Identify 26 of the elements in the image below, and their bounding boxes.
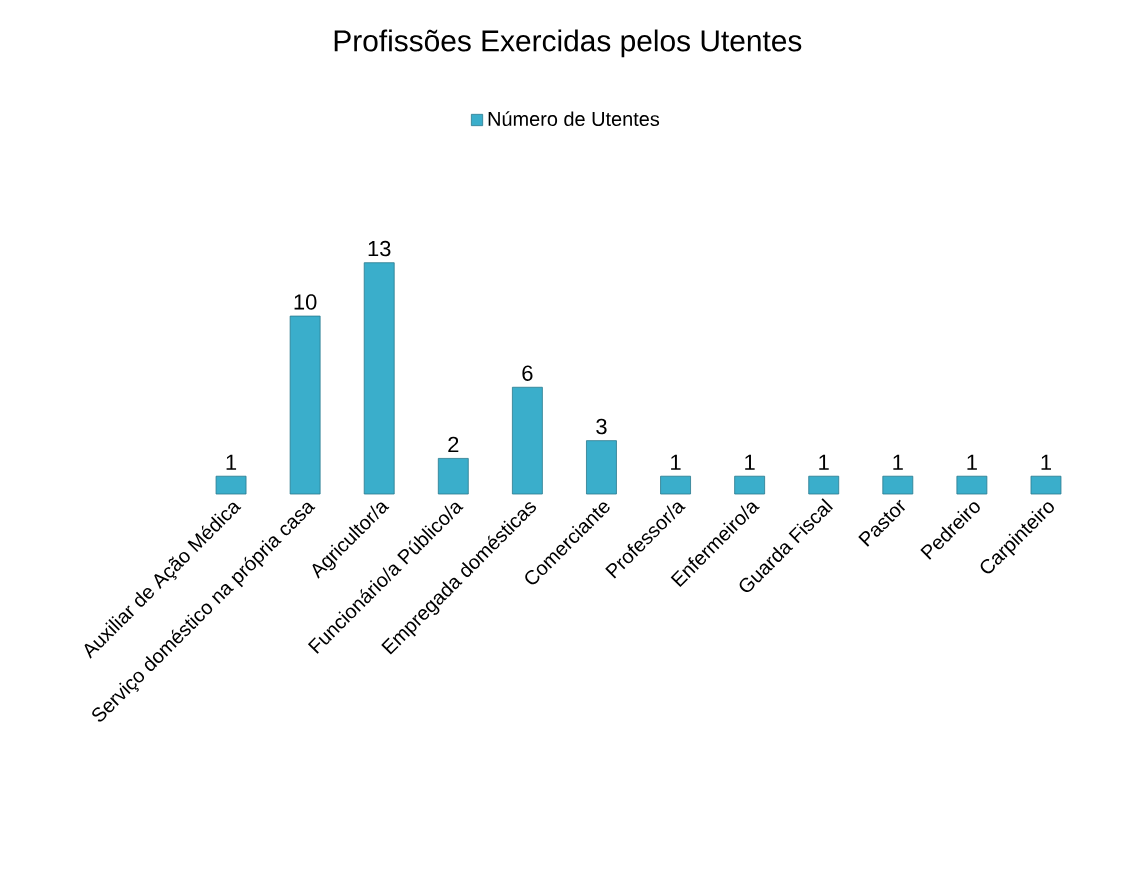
data-label: 3 [596,418,607,435]
data-label: 1 [893,454,903,470]
bar [511,386,543,495]
bar [363,262,395,495]
bar [734,475,766,495]
bar [215,475,247,495]
data-label: 13 [368,240,391,257]
data-label: 10 [294,294,317,310]
bar [808,475,840,495]
data-label: 1 [1041,454,1051,470]
legend-label: Número de Utentes [488,111,660,127]
bar [882,475,914,495]
bar [956,475,988,495]
bar [437,458,469,495]
bar [586,440,617,495]
chart-title: Profissões Exercidas pelos Utentes [334,29,802,58]
data-label: 2 [448,436,459,453]
bar [289,315,321,495]
data-label: 1 [819,454,829,470]
data-label: 1 [745,454,755,470]
data-label: 1 [671,454,681,470]
data-label: 1 [226,454,237,470]
data-label: 6 [522,365,533,381]
bar [1030,475,1062,495]
bar [660,475,691,495]
data-label: 1 [967,454,977,470]
